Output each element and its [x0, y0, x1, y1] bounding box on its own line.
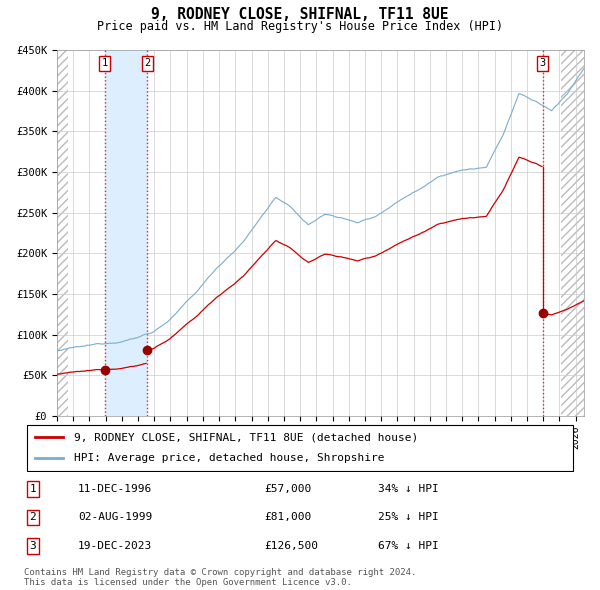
Text: 1: 1 — [29, 484, 37, 494]
Text: 19-DEC-2023: 19-DEC-2023 — [78, 541, 152, 550]
Text: 2: 2 — [145, 58, 151, 68]
Text: £126,500: £126,500 — [264, 541, 318, 550]
Text: 02-AUG-1999: 02-AUG-1999 — [78, 513, 152, 522]
Text: 3: 3 — [29, 541, 37, 550]
Text: 3: 3 — [539, 58, 546, 68]
Text: £81,000: £81,000 — [264, 513, 311, 522]
Text: 2: 2 — [29, 513, 37, 522]
Text: 9, RODNEY CLOSE, SHIFNAL, TF11 8UE: 9, RODNEY CLOSE, SHIFNAL, TF11 8UE — [151, 7, 449, 22]
Bar — [104, 50, 148, 416]
Text: Contains HM Land Registry data © Crown copyright and database right 2024.
This d: Contains HM Land Registry data © Crown c… — [24, 568, 416, 587]
Text: 11-DEC-1996: 11-DEC-1996 — [78, 484, 152, 494]
Text: 9, RODNEY CLOSE, SHIFNAL, TF11 8UE (detached house): 9, RODNEY CLOSE, SHIFNAL, TF11 8UE (deta… — [74, 432, 418, 442]
Text: HPI: Average price, detached house, Shropshire: HPI: Average price, detached house, Shro… — [74, 454, 384, 464]
Text: Price paid vs. HM Land Registry's House Price Index (HPI): Price paid vs. HM Land Registry's House … — [97, 20, 503, 33]
Text: 34% ↓ HPI: 34% ↓ HPI — [378, 484, 439, 494]
FancyBboxPatch shape — [27, 425, 573, 471]
Text: 67% ↓ HPI: 67% ↓ HPI — [378, 541, 439, 550]
Text: 25% ↓ HPI: 25% ↓ HPI — [378, 513, 439, 522]
Text: 1: 1 — [101, 58, 108, 68]
Text: £57,000: £57,000 — [264, 484, 311, 494]
